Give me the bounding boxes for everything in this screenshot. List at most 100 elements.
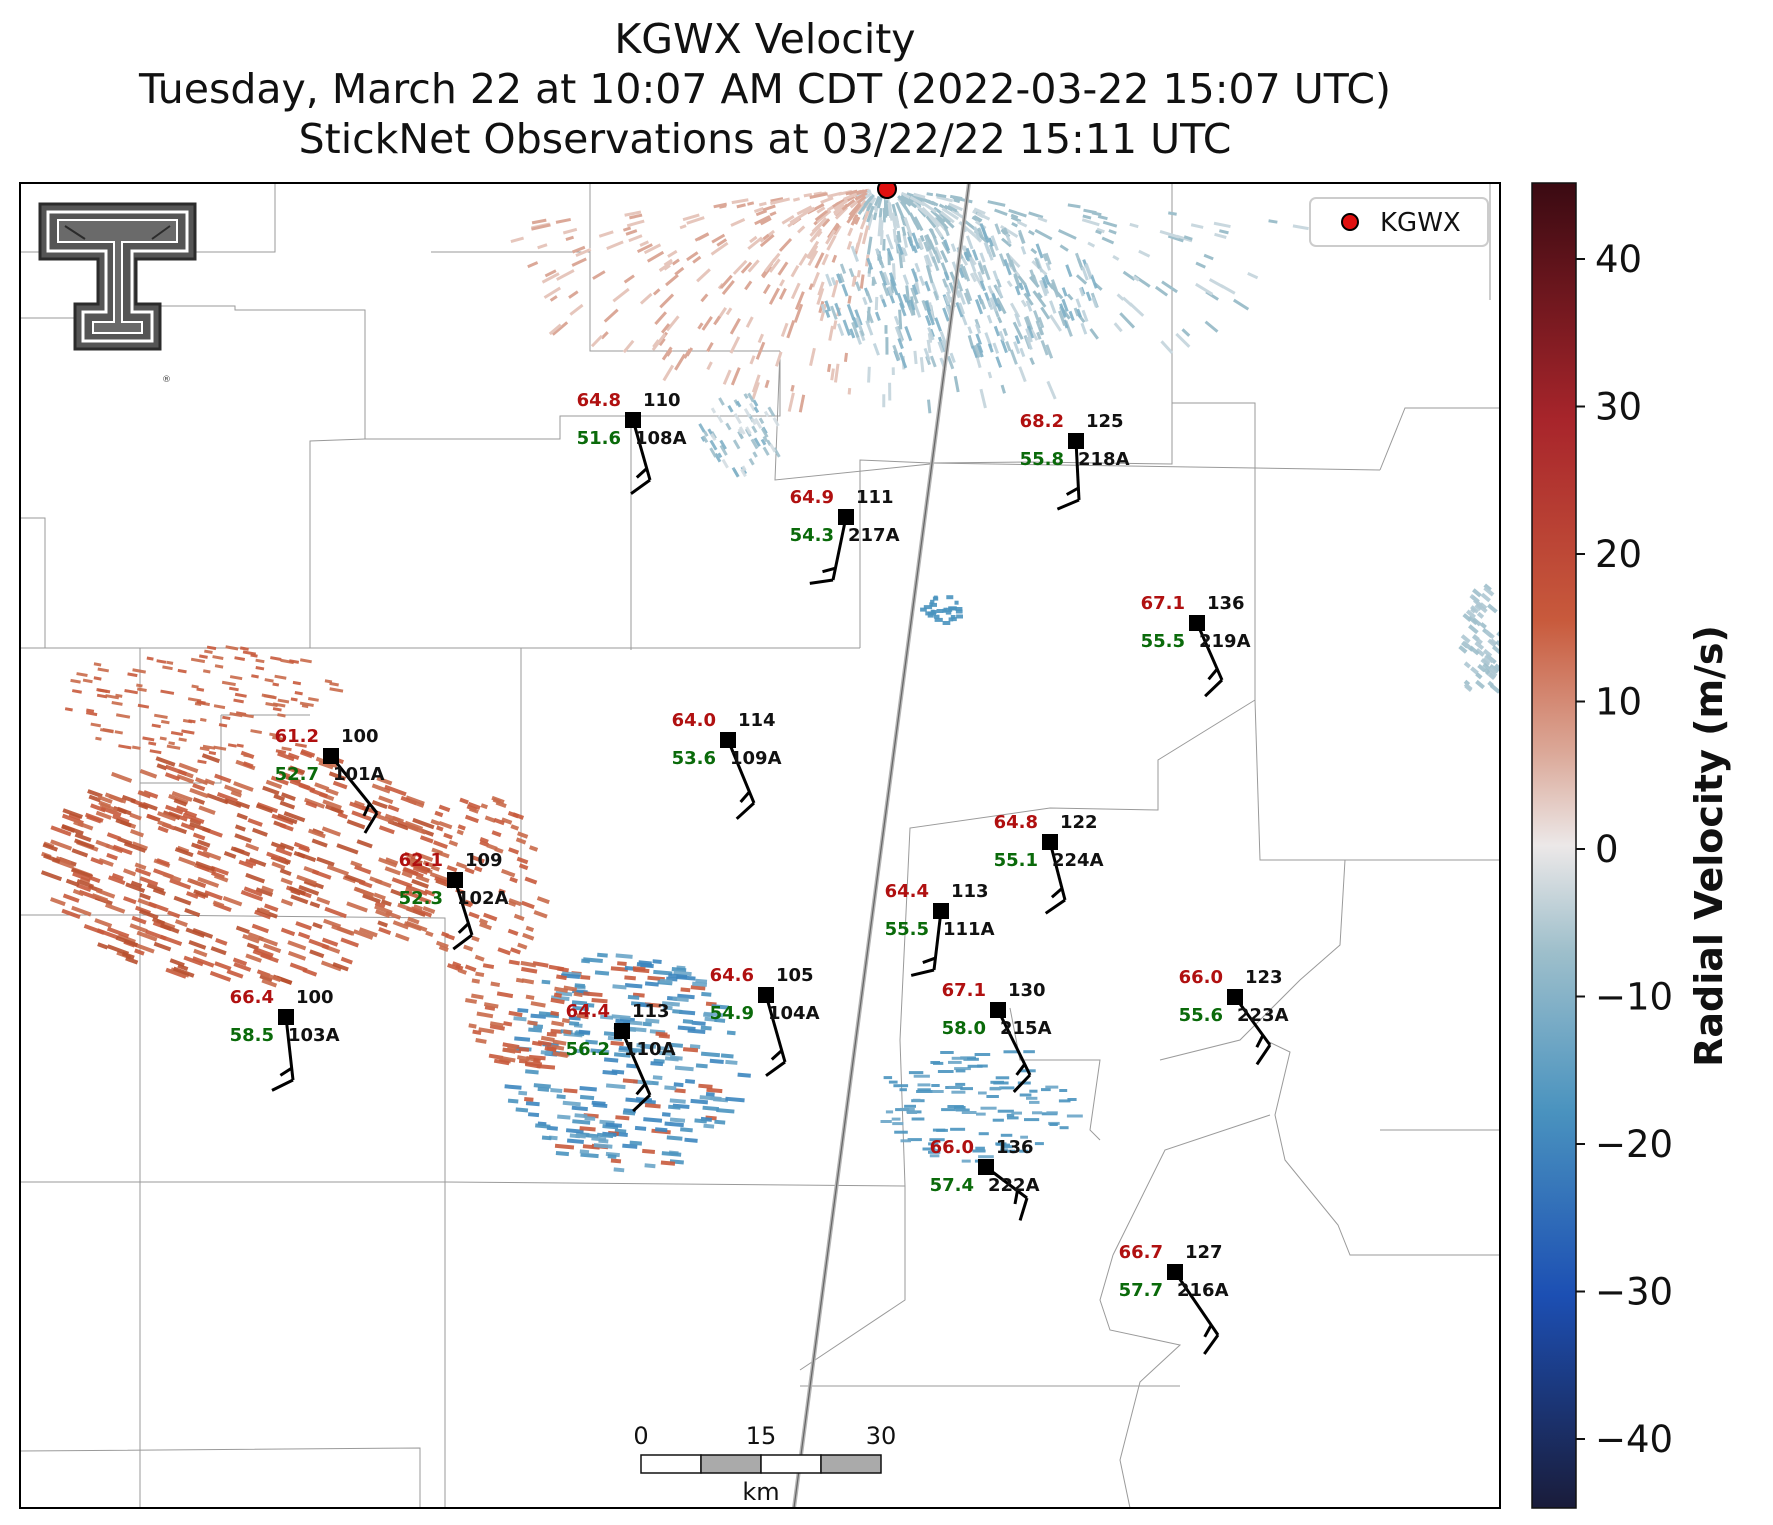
velocity-gate (1085, 291, 1092, 302)
velocity-gate (659, 293, 675, 309)
station-marker[interactable] (278, 1009, 294, 1025)
station-marker[interactable] (447, 872, 463, 888)
velocity-gate (808, 283, 814, 291)
velocity-gate (62, 808, 83, 819)
velocity-gate (886, 247, 894, 262)
velocity-gate (125, 956, 139, 965)
station-wind-direction: 110 (643, 390, 681, 411)
velocity-gate (192, 832, 206, 841)
velocity-gate (928, 1150, 941, 1154)
radar-site-marker[interactable] (877, 180, 897, 199)
velocity-gate (551, 321, 569, 336)
velocity-gate (64, 707, 73, 712)
velocity-gate (736, 203, 746, 209)
velocity-gate (615, 953, 633, 959)
velocity-gate (654, 311, 667, 326)
velocity-gate (532, 961, 549, 968)
station-marker[interactable] (933, 903, 949, 919)
station-marker[interactable] (614, 1023, 630, 1039)
velocity-gate (622, 1078, 638, 1084)
station-marker[interactable] (1227, 989, 1243, 1005)
station-marker[interactable] (758, 987, 774, 1003)
station-marker[interactable] (625, 412, 641, 428)
velocity-gate (978, 1155, 994, 1159)
velocity-gate (236, 812, 248, 821)
velocity-gate (612, 287, 630, 303)
velocity-gate (934, 617, 943, 622)
velocity-gate (287, 752, 300, 761)
velocity-gate (845, 189, 858, 196)
velocity-gate (1483, 583, 1492, 592)
velocity-gate (447, 963, 461, 972)
velocity-gate (1049, 314, 1062, 332)
velocity-gate (850, 245, 860, 263)
velocity-gate (340, 937, 359, 948)
velocity-gate (1009, 349, 1018, 365)
velocity-gate (881, 282, 890, 297)
county-boundary (631, 351, 781, 417)
velocity-gate (978, 1091, 987, 1095)
velocity-gate (955, 1069, 966, 1073)
wind-barb-feather (363, 812, 379, 834)
velocity-gate (524, 1097, 534, 1102)
velocity-gate (527, 261, 539, 269)
county-boundary (1099, 1254, 1182, 1508)
station-dewpoint: 55.8 (1020, 449, 1064, 470)
station-marker[interactable] (990, 1002, 1006, 1018)
velocity-gate (913, 216, 924, 232)
velocity-gate (643, 1117, 663, 1123)
velocity-gate (503, 1021, 513, 1027)
velocity-gate (371, 800, 388, 810)
velocity-gate (876, 253, 885, 269)
station-marker[interactable] (1167, 1264, 1183, 1280)
velocity-gate (72, 888, 84, 897)
velocity-gate (923, 255, 932, 273)
velocity-gate (899, 302, 907, 317)
kgwx-site-dot[interactable] (877, 180, 897, 199)
station-id: 110A (624, 1039, 676, 1060)
station-marker[interactable] (720, 732, 736, 748)
velocity-gate (874, 195, 881, 206)
velocity-gate (202, 669, 211, 674)
station-marker[interactable] (323, 748, 339, 764)
velocity-gate (856, 270, 861, 278)
velocity-gate (717, 415, 724, 424)
station-marker[interactable] (978, 1159, 994, 1175)
velocity-gate (995, 297, 1007, 315)
velocity-gate (127, 672, 138, 678)
station-marker[interactable] (838, 509, 854, 525)
velocity-gate (1005, 252, 1014, 268)
velocity-gate (493, 817, 505, 826)
station-marker[interactable] (1068, 433, 1084, 449)
velocity-gate (989, 297, 998, 312)
station-marker[interactable] (1042, 834, 1058, 850)
wind-barb-feather (457, 922, 470, 934)
velocity-gate (725, 422, 732, 431)
velocity-gate (406, 824, 427, 835)
velocity-gate (500, 1056, 516, 1063)
station-temperature: 61.2 (275, 726, 319, 747)
velocity-gate (684, 1137, 698, 1143)
velocity-gate (660, 1160, 676, 1166)
velocity-gate (173, 826, 188, 835)
station-marker[interactable] (1189, 615, 1205, 631)
velocity-gate (965, 288, 973, 302)
velocity-gate (615, 1018, 631, 1025)
